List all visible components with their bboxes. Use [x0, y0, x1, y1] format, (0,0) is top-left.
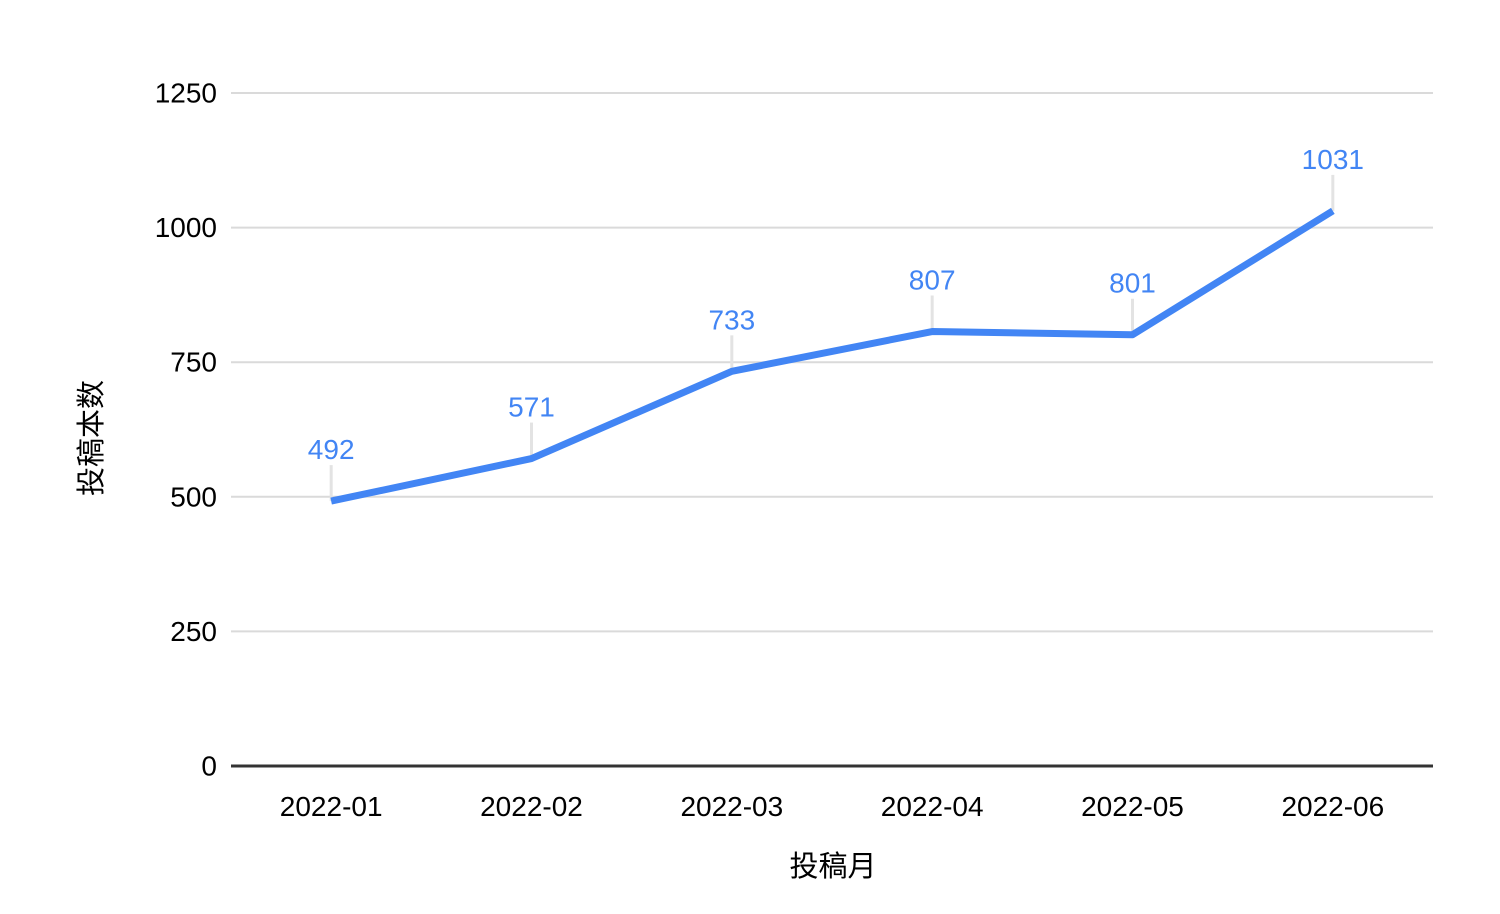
y-tick-label: 1250 [155, 78, 217, 109]
x-axis-title: 投稿月 [789, 850, 876, 883]
y-tick-label: 0 [201, 751, 217, 782]
x-tick-label: 2022-06 [1281, 791, 1384, 822]
data-point-label: 571 [508, 392, 555, 423]
data-point-label: 492 [308, 434, 355, 465]
data-labels-group: 492 571 733 807 801 1031 [308, 144, 1364, 465]
y-axis-title: 投稿本数 [75, 380, 108, 496]
y-tick-label: 750 [170, 347, 217, 378]
y-tick-label: 1000 [155, 212, 217, 243]
data-point-label: 807 [909, 265, 956, 296]
data-label-leaders-group [329, 174, 1335, 502]
data-point-label: 1031 [1302, 144, 1364, 175]
data-point-label: 733 [708, 304, 755, 335]
x-tick-label: 2022-05 [1081, 791, 1184, 822]
x-tick-label: 2022-01 [280, 791, 383, 822]
x-tick-label: 2022-04 [881, 791, 984, 822]
axis-ticks-group: 0 250 500 750 1000 1250 2022-01 2022-02 2022-03 2… [155, 78, 1385, 823]
series-group [330, 207, 1335, 505]
x-tick-label: 2022-02 [480, 791, 583, 822]
gridlines-group [231, 92, 1433, 768]
x-tick-label: 2022-03 [680, 791, 783, 822]
data-point-label: 801 [1109, 268, 1156, 299]
series-line [330, 207, 1335, 505]
y-tick-label: 500 [170, 481, 217, 512]
y-tick-label: 250 [170, 616, 217, 647]
